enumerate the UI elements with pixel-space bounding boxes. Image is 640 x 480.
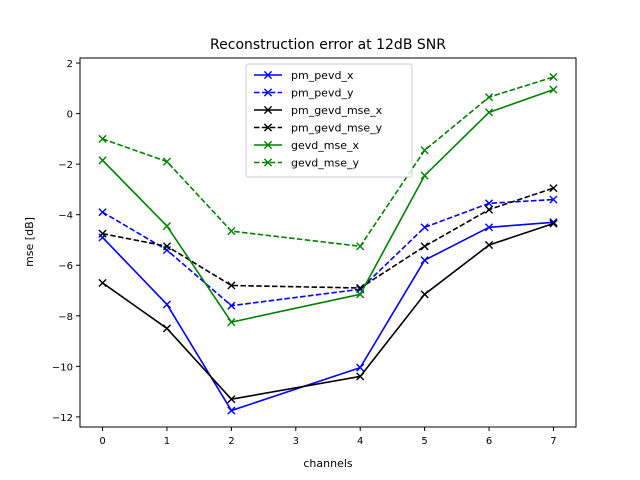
data-point <box>549 72 558 82</box>
data-point <box>549 219 558 228</box>
data-point <box>162 300 172 309</box>
data-point <box>98 229 107 238</box>
data-point <box>549 85 558 94</box>
data-point <box>420 171 429 180</box>
x-tick-label: 4 <box>357 436 363 447</box>
data-point <box>420 223 429 232</box>
y-tick-label: −8 <box>58 312 73 323</box>
data-point <box>356 290 365 299</box>
legend-entry: gevd_mse_y <box>291 157 359 170</box>
legend-entry: pm_pevd_x <box>291 69 354 82</box>
data-point <box>420 242 429 251</box>
y-tick-label: −4 <box>58 211 73 222</box>
legend-marker <box>263 105 273 115</box>
legend-marker <box>263 88 273 97</box>
data-point <box>227 395 236 404</box>
data-point <box>227 281 236 290</box>
y-tick-label: −10 <box>52 362 73 373</box>
data-point <box>227 227 236 236</box>
y-tick-label: −2 <box>58 160 73 171</box>
data-point <box>98 156 107 165</box>
data-point <box>356 242 365 251</box>
data-point <box>484 205 494 214</box>
data-point <box>227 318 236 327</box>
data-point <box>549 195 558 204</box>
legend: pm_pevd_x pm_pevd_y pm_gevd_mse_x pm_gevd_m… <box>245 63 413 178</box>
data-point <box>162 324 172 333</box>
data-point <box>356 372 365 381</box>
data-point <box>549 184 558 193</box>
x-tick-label: 5 <box>421 436 427 447</box>
x-tick-label: 2 <box>228 436 234 447</box>
data-point <box>227 406 236 415</box>
data-point <box>420 290 429 299</box>
data-point <box>484 240 494 250</box>
data-point <box>484 223 494 232</box>
x-tick-label: 3 <box>293 436 299 447</box>
x-tick-label: 1 <box>164 436 170 447</box>
plot-area <box>98 72 558 415</box>
legend-marker <box>263 158 273 167</box>
legend-marker <box>263 140 273 150</box>
data-point <box>162 242 172 251</box>
y-axis: 2 0 −2 −4 −6 −8 −10 −12 <box>52 59 80 424</box>
legend-entry: pm_gevd_mse_x <box>291 104 383 117</box>
x-tick-label: 0 <box>99 436 105 447</box>
legend-marker <box>263 123 273 132</box>
series-line-pm-gevd-mse-y <box>102 187 554 289</box>
data-point <box>162 221 172 231</box>
data-point <box>98 278 107 288</box>
data-point <box>98 134 107 143</box>
legend-box <box>245 63 413 178</box>
legend-entry: gevd_mse_x <box>291 139 359 152</box>
y-tick-label: −12 <box>52 413 73 424</box>
x-tick-label: 6 <box>486 436 492 447</box>
legend-marker <box>263 70 273 80</box>
x-axis: 0 1 2 3 4 5 6 7 <box>99 427 557 447</box>
y-tick-label: 2 <box>67 59 73 70</box>
y-tick-label: −6 <box>58 261 73 272</box>
legend-entry: pm_gevd_mse_y <box>291 122 383 135</box>
plot-frame <box>79 57 577 428</box>
data-point <box>484 199 494 208</box>
data-point <box>98 208 107 217</box>
data-point <box>484 108 494 117</box>
data-point <box>356 363 365 372</box>
data-point <box>484 93 494 102</box>
data-point <box>98 233 107 242</box>
data-point <box>420 256 429 265</box>
x-tick-label: 7 <box>550 436 556 447</box>
y-tick-label: 0 <box>67 110 73 121</box>
data-point <box>227 301 236 310</box>
data-point <box>162 157 172 166</box>
chart-title: Reconstruction error at 12dB SNR <box>210 37 446 53</box>
x-axis-label: channels <box>303 457 353 470</box>
legend-entry: pm_pevd_y <box>291 87 354 100</box>
y-axis-label: mse [dB] <box>23 217 36 267</box>
data-point <box>420 146 429 155</box>
